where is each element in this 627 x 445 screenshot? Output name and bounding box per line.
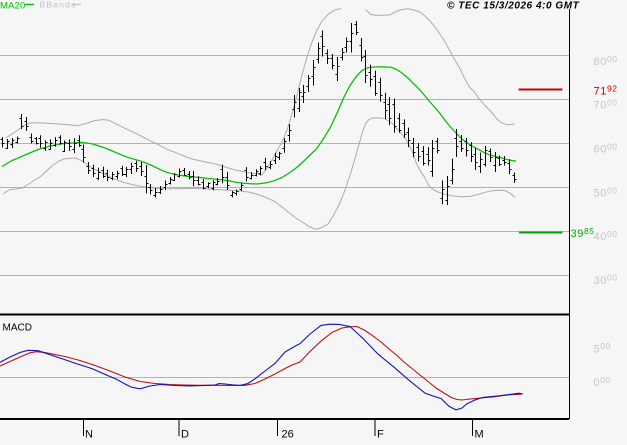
svg-text:N: N [85,429,93,441]
svg-text:© TEC 15/3/2026 4:0 GMT: © TEC 15/3/2026 4:0 GMT [447,1,580,12]
svg-text:M: M [475,429,484,441]
svg-text:MACD: MACD [3,322,32,333]
svg-text:MA20: MA20 [0,0,25,11]
svg-text:26: 26 [282,429,294,441]
svg-text:F: F [377,429,384,441]
svg-text:D: D [181,429,189,441]
svg-text:BBands: BBands [40,0,77,10]
